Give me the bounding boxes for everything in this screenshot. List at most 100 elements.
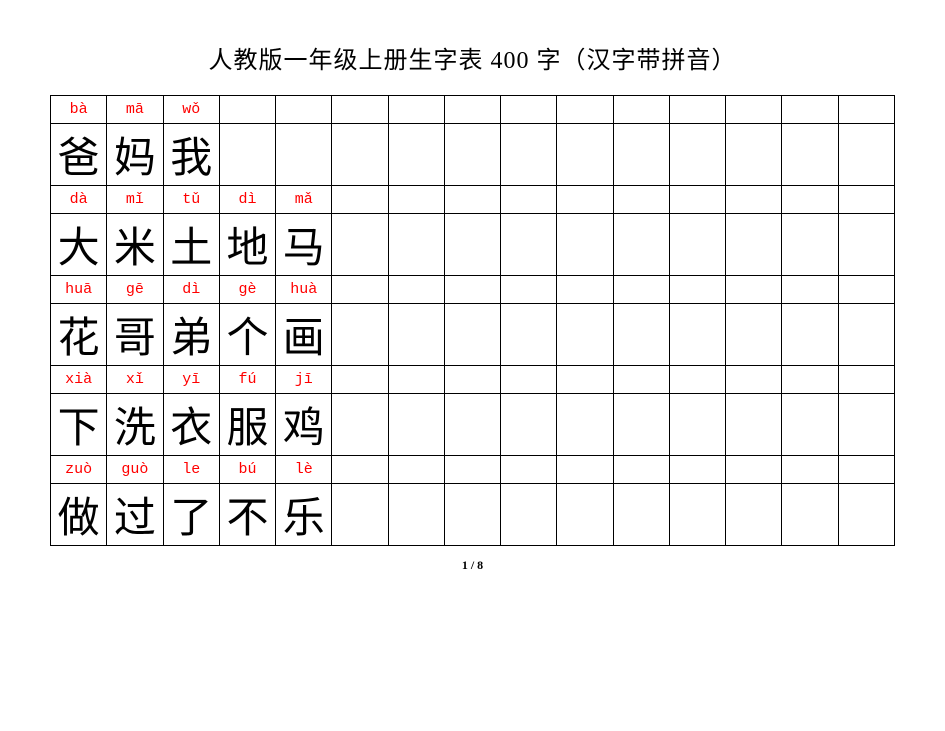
pinyin-cell [726, 456, 782, 484]
char-cell [726, 304, 782, 366]
char-cell [613, 484, 669, 546]
char-cell [444, 124, 500, 186]
pinyin-cell [557, 276, 613, 304]
pinyin-cell [726, 276, 782, 304]
pinyin-row: dàmǐtǔdìmǎ [51, 186, 895, 214]
char-cell: 米 [107, 214, 163, 276]
char-cell [557, 214, 613, 276]
pinyin-cell: mā [107, 96, 163, 124]
char-cell [782, 124, 838, 186]
pinyin-cell [669, 96, 725, 124]
pinyin-cell: dì [163, 276, 219, 304]
pinyin-cell [613, 456, 669, 484]
pinyin-cell [782, 186, 838, 214]
pinyin-cell [332, 96, 388, 124]
char-cell: 洗 [107, 394, 163, 456]
char-cell [444, 394, 500, 456]
char-cell [501, 484, 557, 546]
pinyin-cell [726, 96, 782, 124]
pinyin-cell [388, 366, 444, 394]
pinyin-cell: dì [219, 186, 275, 214]
char-cell: 弟 [163, 304, 219, 366]
char-cell: 马 [276, 214, 332, 276]
pinyin-cell [669, 366, 725, 394]
pinyin-cell [557, 366, 613, 394]
char-cell [501, 214, 557, 276]
char-cell [557, 304, 613, 366]
page-title: 人教版一年级上册生字表 400 字（汉字带拼音） [209, 40, 737, 75]
pinyin-cell [669, 456, 725, 484]
char-cell [332, 484, 388, 546]
char-cell: 不 [219, 484, 275, 546]
pinyin-cell: wǒ [163, 96, 219, 124]
pinyin-cell: gè [219, 276, 275, 304]
pinyin-cell: guò [107, 456, 163, 484]
char-cell [388, 484, 444, 546]
char-cell [388, 214, 444, 276]
char-cell: 服 [219, 394, 275, 456]
char-cell [782, 394, 838, 456]
char-cell [669, 304, 725, 366]
char-cell [501, 394, 557, 456]
pinyin-cell [276, 96, 332, 124]
char-cell [838, 124, 894, 186]
char-cell: 哥 [107, 304, 163, 366]
page-number: 1 / 8 [462, 558, 483, 573]
char-cell [557, 484, 613, 546]
char-row: 爸妈我 [51, 124, 895, 186]
pinyin-cell [782, 276, 838, 304]
pinyin-cell [669, 276, 725, 304]
pinyin-cell [557, 186, 613, 214]
char-row: 大米土地马 [51, 214, 895, 276]
pinyin-cell [444, 96, 500, 124]
pinyin-cell [501, 276, 557, 304]
char-cell [444, 214, 500, 276]
pinyin-row: bàmāwǒ [51, 96, 895, 124]
char-cell [838, 214, 894, 276]
char-cell [388, 124, 444, 186]
pinyin-cell [782, 96, 838, 124]
pinyin-cell [838, 186, 894, 214]
char-cell: 下 [51, 394, 107, 456]
char-cell [782, 484, 838, 546]
char-cell [332, 304, 388, 366]
pinyin-cell [332, 276, 388, 304]
char-cell [838, 394, 894, 456]
pinyin-cell [782, 456, 838, 484]
pinyin-cell [332, 456, 388, 484]
char-cell [501, 304, 557, 366]
char-cell: 衣 [163, 394, 219, 456]
char-cell: 鸡 [276, 394, 332, 456]
char-cell [669, 484, 725, 546]
pinyin-cell [444, 186, 500, 214]
pinyin-cell: tǔ [163, 186, 219, 214]
pinyin-cell [444, 456, 500, 484]
char-cell: 大 [51, 214, 107, 276]
char-cell [669, 124, 725, 186]
pinyin-cell [388, 186, 444, 214]
pinyin-cell [613, 96, 669, 124]
pinyin-cell [726, 366, 782, 394]
pinyin-cell [501, 186, 557, 214]
char-cell [444, 304, 500, 366]
pinyin-cell: huà [276, 276, 332, 304]
pinyin-cell [219, 96, 275, 124]
pinyin-cell [613, 186, 669, 214]
pinyin-cell [388, 456, 444, 484]
pinyin-cell [669, 186, 725, 214]
pinyin-cell [782, 366, 838, 394]
pinyin-cell [501, 456, 557, 484]
char-cell: 过 [107, 484, 163, 546]
pinyin-cell: yī [163, 366, 219, 394]
char-cell [838, 484, 894, 546]
char-row: 花哥弟个画 [51, 304, 895, 366]
char-cell: 我 [163, 124, 219, 186]
pinyin-cell [838, 456, 894, 484]
pinyin-cell [332, 366, 388, 394]
pinyin-cell [726, 186, 782, 214]
character-grid: bàmāwǒ爸妈我dàmǐtǔdìmǎ大米土地马huāgēdìgèhuà花哥弟个… [50, 95, 895, 546]
pinyin-cell [613, 366, 669, 394]
char-cell: 土 [163, 214, 219, 276]
char-cell [726, 484, 782, 546]
pinyin-cell: jī [276, 366, 332, 394]
